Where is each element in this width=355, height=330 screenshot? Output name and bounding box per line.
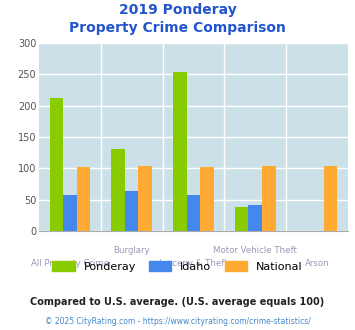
Bar	[262, 166, 275, 231]
Text: Arson: Arson	[305, 259, 329, 268]
Text: Motor Vehicle Theft: Motor Vehicle Theft	[213, 246, 297, 255]
Text: 2019 Ponderay: 2019 Ponderay	[119, 3, 236, 17]
Bar	[248, 205, 262, 231]
Bar	[77, 167, 90, 231]
Bar	[187, 195, 200, 231]
Text: Larceny & Theft: Larceny & Theft	[159, 259, 228, 268]
Text: All Property Crime: All Property Crime	[31, 259, 109, 268]
Bar	[235, 207, 248, 231]
Text: Compared to U.S. average. (U.S. average equals 100): Compared to U.S. average. (U.S. average …	[31, 297, 324, 307]
Bar	[324, 166, 337, 231]
Bar	[63, 195, 77, 231]
Legend: Ponderay, Idaho, National: Ponderay, Idaho, National	[48, 257, 307, 277]
Bar	[125, 191, 138, 231]
Text: Property Crime Comparison: Property Crime Comparison	[69, 21, 286, 35]
Bar	[173, 72, 187, 231]
Bar	[111, 149, 125, 231]
Text: © 2025 CityRating.com - https://www.cityrating.com/crime-statistics/: © 2025 CityRating.com - https://www.city…	[45, 317, 310, 326]
Bar	[200, 167, 214, 231]
Bar	[50, 98, 63, 231]
Text: Burglary: Burglary	[113, 246, 150, 255]
Bar	[138, 166, 152, 231]
